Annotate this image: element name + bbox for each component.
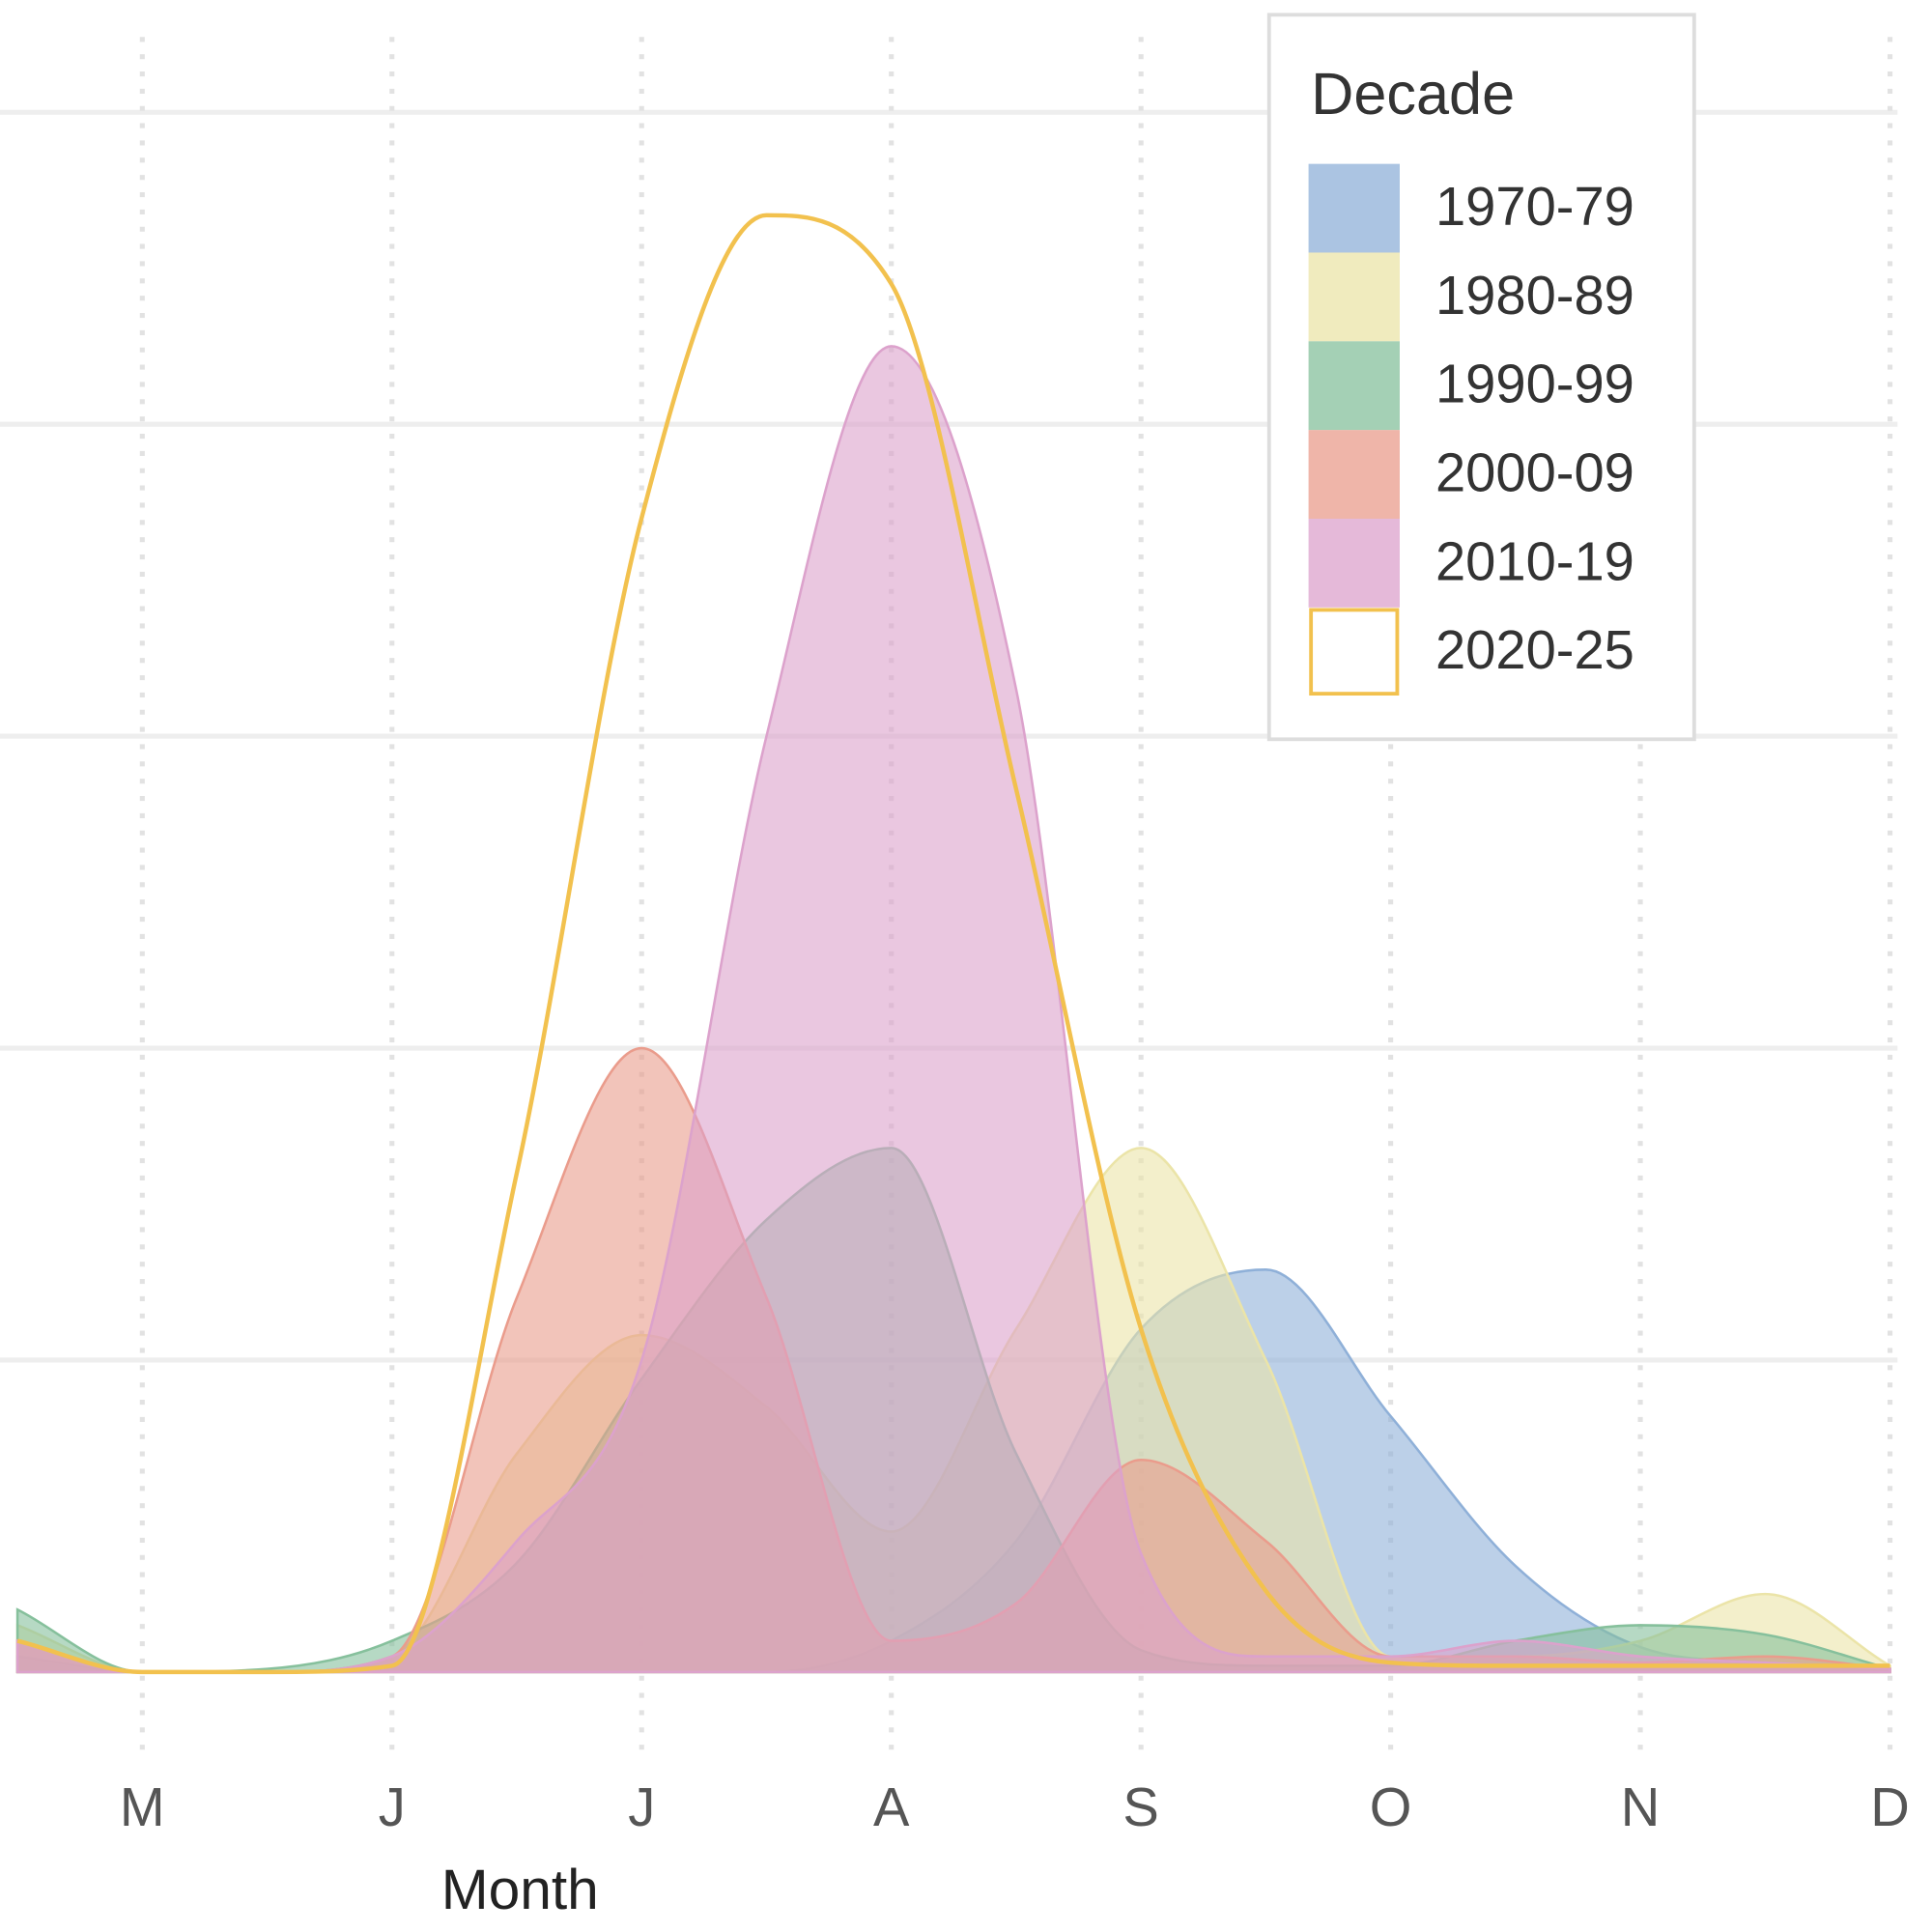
x-tick-label: M [120, 1776, 165, 1837]
legend-label: 1970-79 [1435, 176, 1634, 237]
x-tick-label: J [379, 1776, 406, 1837]
legend-label: 2000-09 [1435, 441, 1634, 502]
legend-title: Decade [1311, 61, 1515, 127]
legend-key [1308, 430, 1400, 519]
x-tick-label: N [1621, 1776, 1661, 1837]
legend-key [1308, 252, 1400, 342]
x-tick-label: O [1370, 1776, 1412, 1837]
legend-label: 2010-19 [1435, 530, 1634, 591]
density-line [16, 213, 1890, 1675]
x-tick-label: A [873, 1776, 910, 1837]
x-tick-label: J [628, 1776, 655, 1837]
legend-label: 1980-89 [1435, 265, 1634, 326]
legend: Decade 1970-79 1980-89 1990-99 2000-09 2010-… [1266, 13, 1696, 742]
x-tick-label: S [1122, 1776, 1158, 1837]
legend-key [1308, 341, 1400, 431]
legend-label: 1990-99 [1435, 354, 1634, 414]
plot-area [15, 213, 1891, 1675]
legend-label: 2020-25 [1435, 619, 1634, 680]
x-tick-label: D [1870, 1776, 1910, 1837]
legend-key [1308, 518, 1400, 608]
legend-key [1309, 608, 1400, 696]
legend-key [1308, 163, 1400, 253]
x-axis-title: Month [441, 1859, 599, 1921]
